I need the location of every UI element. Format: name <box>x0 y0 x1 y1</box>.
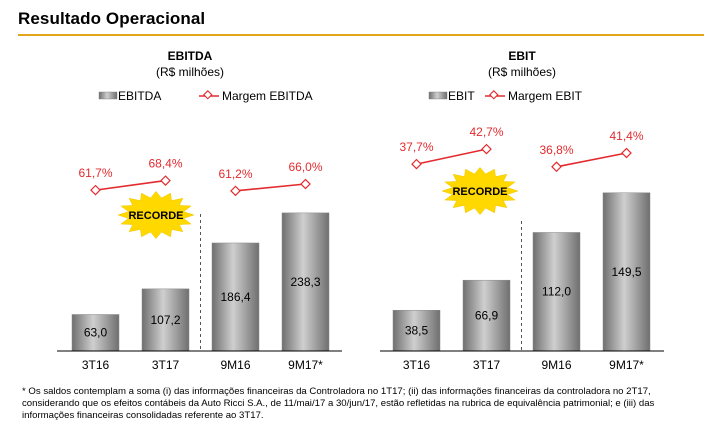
ebitda-chart-subtitle: (R$ milhões) <box>156 65 224 79</box>
ebitda-margin-point-2 <box>160 175 171 186</box>
ebit-margin-label-1: 37,7% <box>399 140 433 154</box>
ebit-x-tick-4: 9M17* <box>609 358 644 372</box>
ebit-margin-point-2 <box>481 143 492 155</box>
ebitda-legend-line-label: Margem EBITDA <box>222 89 313 103</box>
ebitda-margin-line-segment-1 <box>95 179 166 191</box>
ebitda-margin-label-1: 61,7% <box>78 166 112 180</box>
ebitda-chart-title: EBITDA <box>168 49 213 63</box>
ebitda-margin-label-4: 66,0% <box>288 160 322 174</box>
ebitda-bar-label-2: 107,2 <box>150 313 180 327</box>
ebit-x-tick-1: 3T16 <box>403 358 431 372</box>
ebit-legend-bar-swatch <box>428 91 448 100</box>
ebitda-margin-label-2: 68,4% <box>148 157 182 171</box>
ebitda-margin-point-3 <box>230 185 241 197</box>
ebit-margin-label-4: 41,4% <box>609 129 643 143</box>
ebitda-bar-label-3: 186,4 <box>220 290 250 304</box>
ebitda-bar-3 <box>211 242 260 352</box>
ebitda-margin-label-3: 61,2% <box>218 167 252 181</box>
ebit-margin-point-4 <box>621 147 632 159</box>
ebitda-bar-2 <box>141 288 190 352</box>
ebit-legend-bar-label: EBIT <box>448 89 475 103</box>
title-rule <box>18 34 704 36</box>
ebit-margin-line-segment-2 <box>556 152 627 168</box>
ebit-bar-1 <box>392 310 441 352</box>
ebit-chart-subtitle: (R$ milhões) <box>488 65 556 79</box>
ebit-bar-label-4: 149,5 <box>611 265 641 279</box>
ebitda-legend-bar-label: EBITDA <box>118 89 161 103</box>
ebit-legend-line-marker <box>489 90 499 100</box>
ebitda-bar-label-4: 238,3 <box>290 275 320 289</box>
ebit-margin-line-segment-1 <box>416 148 487 165</box>
ebit-bar-4 <box>602 192 651 352</box>
ebitda-recorde-starburst <box>117 191 195 239</box>
ebitda-margin-point-1 <box>90 184 101 196</box>
ebit-margin-label-3: 36,8% <box>539 143 573 157</box>
ebit-x-tick-2: 3T17 <box>473 358 501 372</box>
ebit-margin-point-1 <box>411 158 422 170</box>
ebitda-legend-bar-swatch <box>98 91 118 100</box>
ebit-margin-point-3 <box>551 161 562 173</box>
ebit-bar-label-2: 66,9 <box>475 309 499 323</box>
ebitda-margin-line-segment-2 <box>235 183 306 192</box>
page-title: Resultado Operacional <box>18 9 206 28</box>
ebit-recorde-starburst <box>441 167 519 215</box>
ebitda-legend-line-marker <box>203 90 213 100</box>
ebit-chart: EBIT (R$ milhões) EBIT Margem EBIT 38,5 3T16 6… <box>380 49 664 372</box>
ebit-bar-label-1: 38,5 <box>405 324 429 338</box>
ebit-margin-label-2: 42,7% <box>469 125 503 139</box>
ebitda-x-tick-4: 9M17* <box>288 358 323 372</box>
ebit-legend-line-label: Margem EBIT <box>508 89 583 103</box>
ebit-x-tick-3: 9M16 <box>541 358 571 372</box>
ebit-recorde-text: RECORDE <box>452 186 507 198</box>
ebitda-recorde-text: RECORDE <box>128 210 183 222</box>
ebitda-x-tick-2: 3T17 <box>152 358 180 372</box>
ebit-bar-label-3: 112,0 <box>542 285 571 299</box>
footnote: * Os saldos contemplam a soma (i) das in… <box>22 386 655 421</box>
ebit-bar-3 <box>532 232 581 352</box>
ebitda-bar-label-1: 63,0 <box>84 326 108 340</box>
ebitda-bar-4 <box>281 212 330 352</box>
ebitda-chart: EBITDA (R$ milhões) EBITDA Margem EBITDA 63,… <box>57 49 342 372</box>
ebitda-x-tick-1: 3T16 <box>82 358 110 372</box>
ebitda-x-tick-3: 9M16 <box>220 358 250 372</box>
ebit-bar-2 <box>462 279 511 352</box>
ebitda-margin-point-4 <box>300 178 311 190</box>
ebit-chart-title: EBIT <box>508 49 536 63</box>
